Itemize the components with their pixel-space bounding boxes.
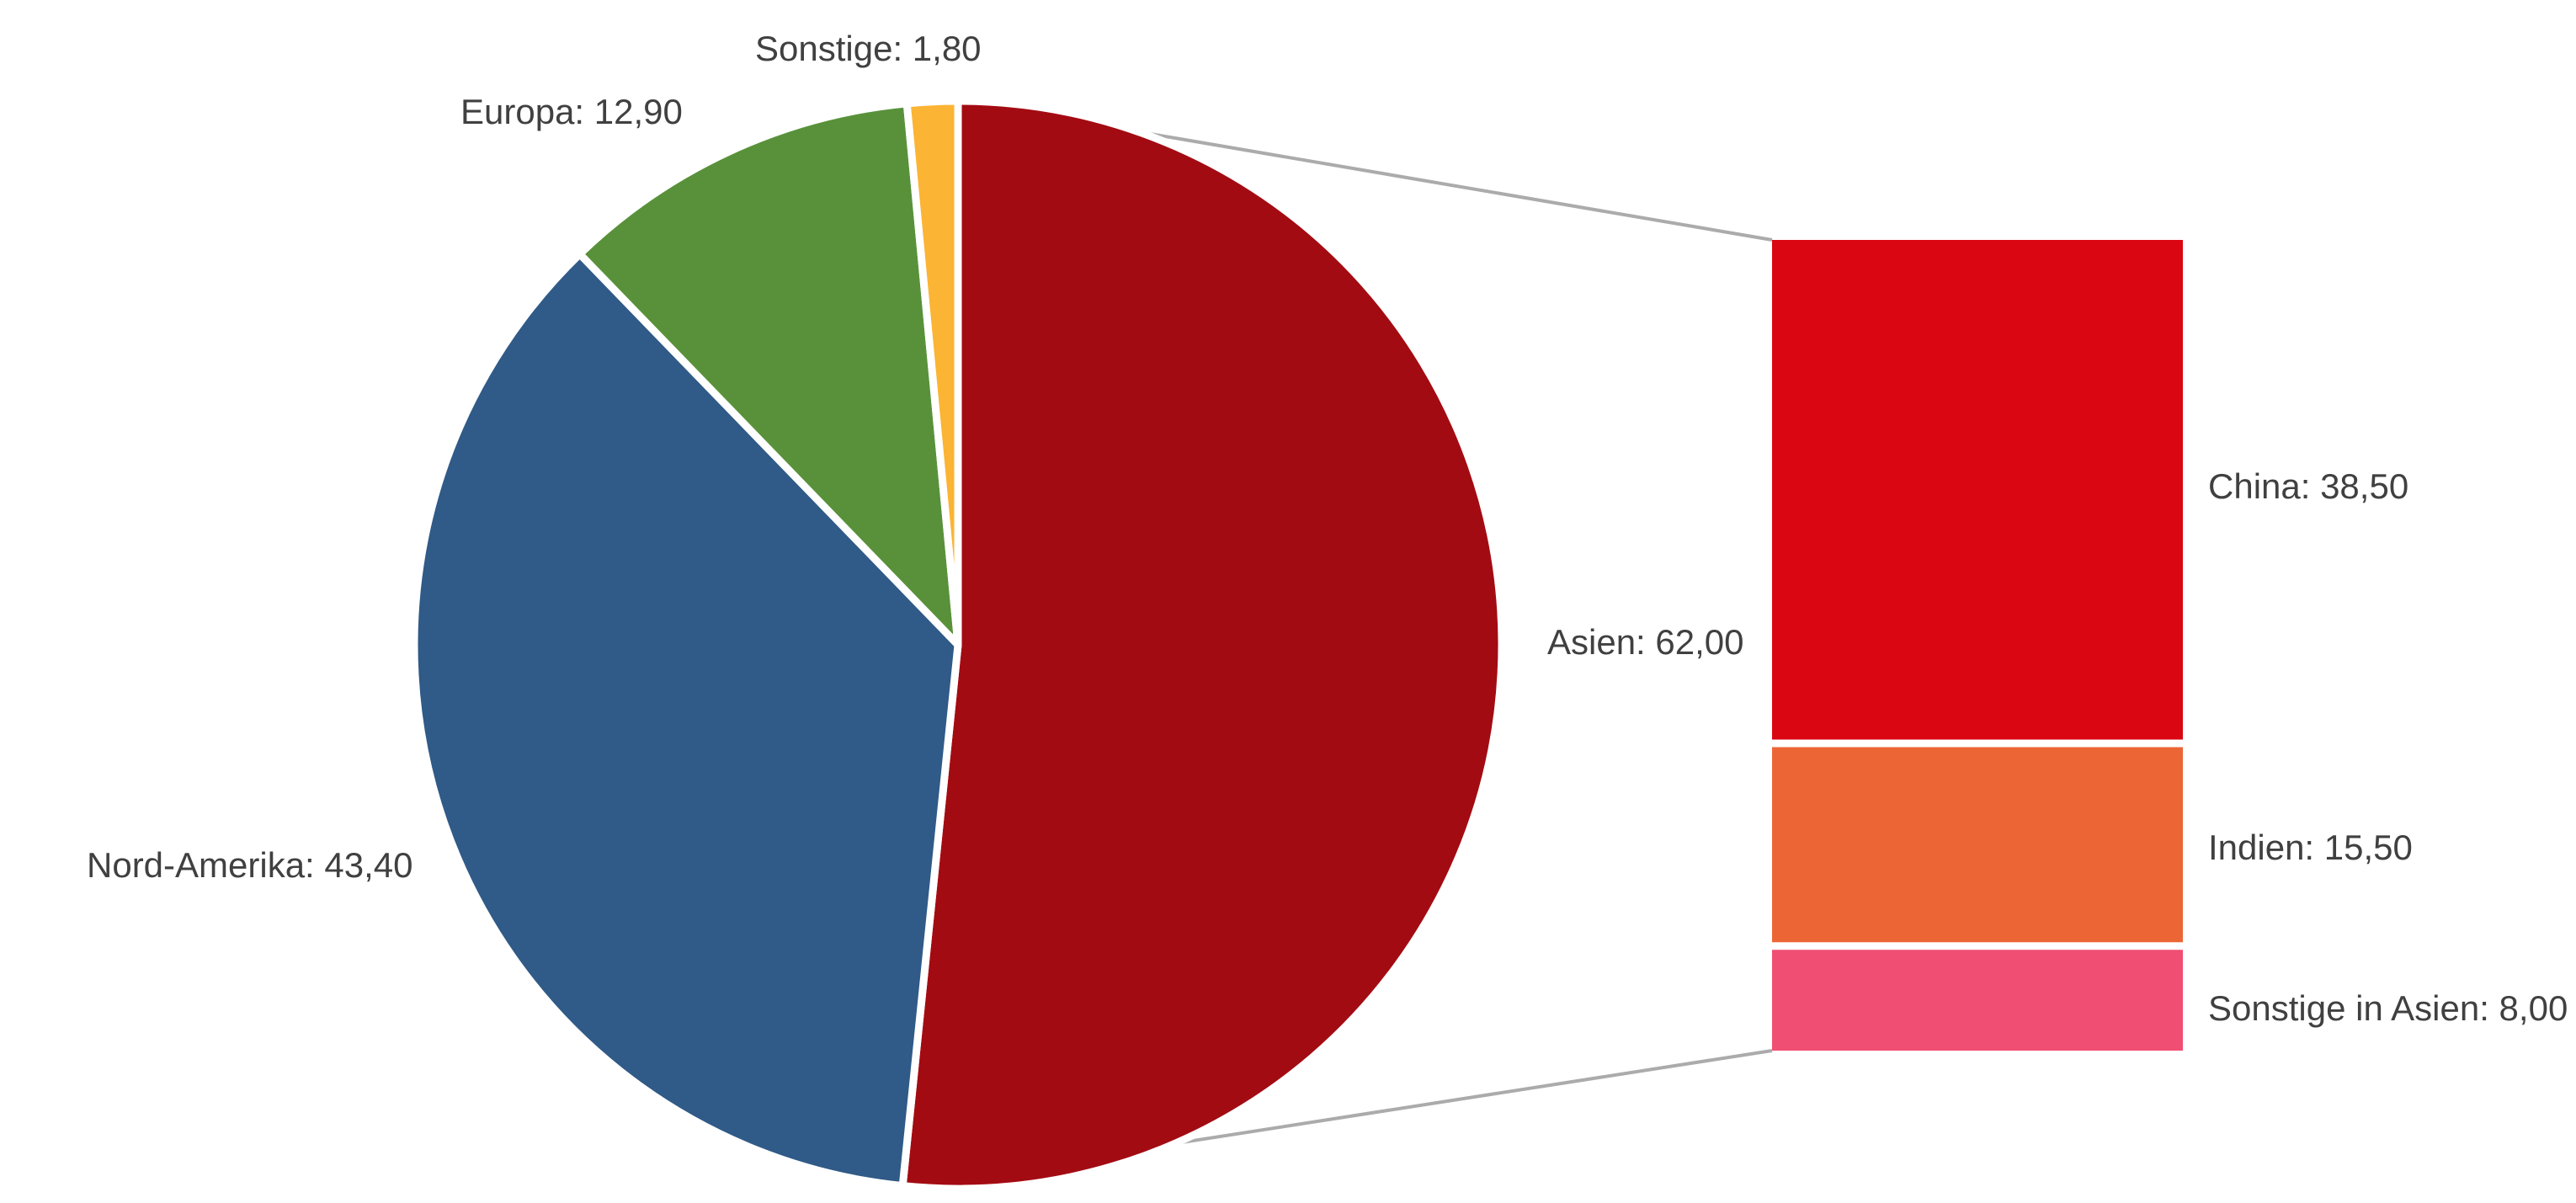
- breakout-bar: [1772, 240, 2183, 1051]
- pie-slice-europa: [576, 99, 962, 649]
- pie-label-europa: Europa: 12,90: [460, 92, 683, 131]
- bar-label-china: China: 38,50: [2208, 466, 2409, 506]
- pie-chart: [410, 97, 1506, 1193]
- pie-label-sonstige: Sonstige: 1,80: [755, 29, 982, 68]
- pie-slice-sonstige: [902, 97, 962, 649]
- bar-label-indien: Indien: 15,50: [2208, 828, 2413, 867]
- pie-label-nord-amerika: Nord-Amerika: 43,40: [87, 845, 413, 885]
- bar-segment-sonstige-in-asien: [1772, 945, 2183, 1051]
- pie-slice-asien: [898, 97, 1506, 1193]
- bar-label-sonstige-in-asien: Sonstige in Asien: 8,00: [2208, 988, 2568, 1028]
- pie-label-asien: Asien: 62,00: [1547, 622, 1744, 662]
- bar-segment-china: [1772, 240, 2183, 743]
- bar-segment-indien: [1772, 743, 2183, 946]
- pie-slice-nord-amerika: [410, 250, 962, 1190]
